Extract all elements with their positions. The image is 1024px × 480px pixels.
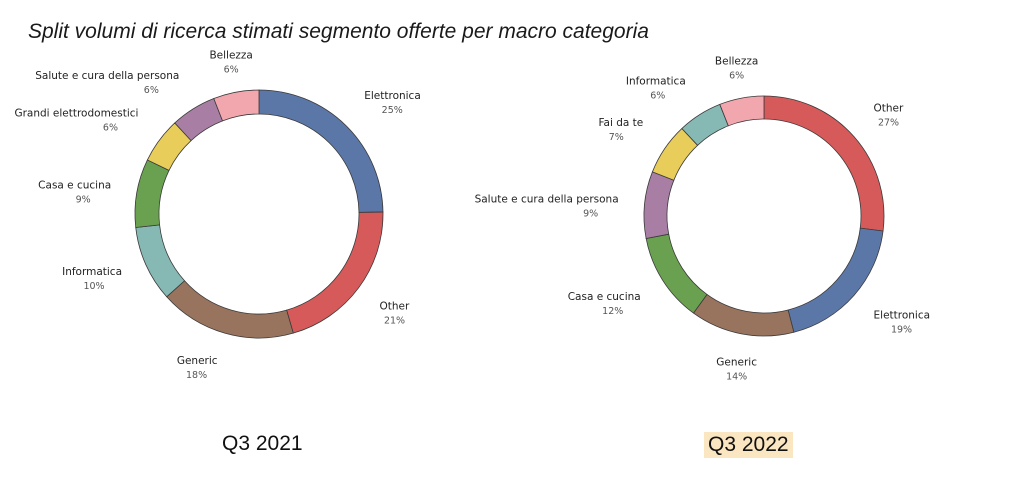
slice-other xyxy=(763,95,885,232)
label-other: Other xyxy=(874,102,904,114)
label-salute-e-cura-della-persona: Salute e cura della persona xyxy=(475,193,619,205)
label-fai-da-te: Fai da te xyxy=(598,117,643,129)
value-fai-da-te: 7% xyxy=(609,132,624,143)
value-casa-e-cucina: 12% xyxy=(602,306,623,317)
value-grandi-elettrodomestici: 6% xyxy=(103,123,118,134)
value-informatica: 6% xyxy=(650,91,665,102)
label-elettronica: Elettronica xyxy=(364,90,421,102)
caption-q3-2022: Q3 2022 xyxy=(704,432,793,458)
slice-salute-e-cura-della-persona xyxy=(643,171,675,239)
slice-elettronica xyxy=(258,89,384,213)
caption-q3-2021: Q3 2021 xyxy=(222,432,303,455)
donut-chart-q3-2022: Other 27% Elettronica 19% Generic 14% Casa e c… xyxy=(475,56,930,383)
slice-casa-e-cucina xyxy=(645,233,708,314)
value-other: 21% xyxy=(384,315,405,326)
value-elettronica: 25% xyxy=(382,105,403,116)
value-elettronica: 19% xyxy=(891,325,912,336)
value-salute-e-cura-della-persona: 6% xyxy=(144,85,159,96)
value-generic: 14% xyxy=(726,371,747,382)
value-bellezza: 6% xyxy=(729,71,744,82)
label-elettronica: Elettronica xyxy=(874,310,931,322)
slice-generic xyxy=(692,293,795,337)
slice-informatica xyxy=(135,224,186,298)
label-casa-e-cucina: Casa e cucina xyxy=(568,291,641,303)
value-bellezza: 6% xyxy=(224,65,239,76)
slice-generic xyxy=(166,280,294,339)
label-other: Other xyxy=(380,300,410,312)
label-casa-e-cucina: Casa e cucina xyxy=(38,179,111,191)
slice-other xyxy=(286,211,384,334)
slice-bellezza xyxy=(719,95,765,127)
label-salute-e-cura-della-persona: Salute e cura della persona xyxy=(35,70,179,82)
slice-bellezza xyxy=(213,89,260,122)
slice-casa-e-cucina xyxy=(134,159,170,228)
label-bellezza: Bellezza xyxy=(209,50,252,62)
label-generic: Generic xyxy=(716,356,757,368)
label-informatica: Informatica xyxy=(626,76,686,88)
label-generic: Generic xyxy=(177,355,218,367)
donut-chart-q3-2021: Elettronica 25% Other 21% Generic 18% Informat… xyxy=(14,50,420,382)
label-grandi-elettrodomestici: Grandi elettrodomestici xyxy=(14,108,138,120)
slice-elettronica xyxy=(787,227,884,333)
value-generic: 18% xyxy=(186,370,207,381)
value-casa-e-cucina: 9% xyxy=(76,194,91,205)
label-informatica: Informatica xyxy=(62,266,122,278)
chart-title: Split volumi di ricerca stimati segmento… xyxy=(28,20,649,43)
value-other: 27% xyxy=(878,117,899,128)
value-informatica: 10% xyxy=(83,281,104,292)
value-salute-e-cura-della-persona: 9% xyxy=(583,208,598,219)
label-bellezza: Bellezza xyxy=(715,56,758,68)
